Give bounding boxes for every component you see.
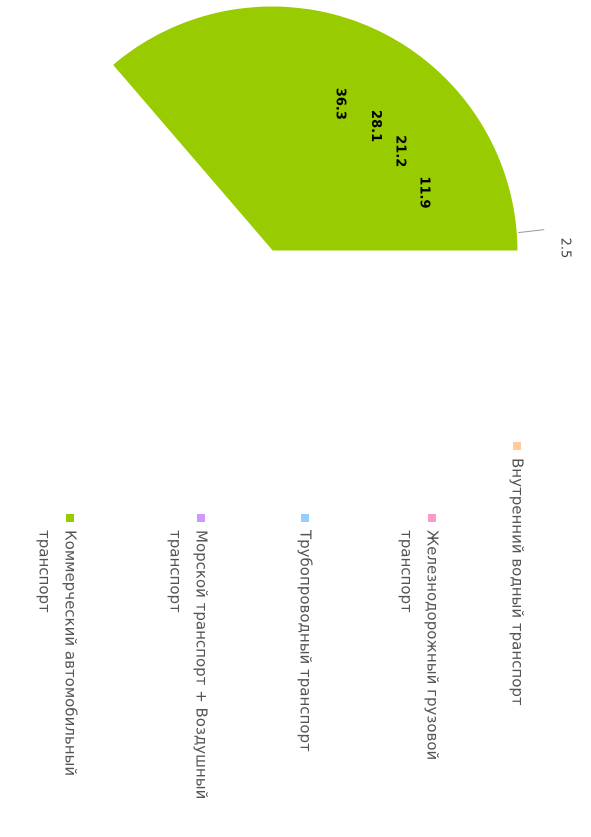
leader-line [518, 229, 545, 234]
slice-value-label: 28.1 [368, 110, 383, 142]
legend-label: Внутренний водный транспорт [509, 458, 527, 706]
legend-label: Трубопроводный транспорт [297, 529, 315, 752]
legend-label: Морской транспорт + Воздушный [193, 530, 211, 799]
legend-swatch [197, 514, 205, 522]
legend-swatch [428, 514, 436, 522]
legend-swatch [66, 514, 74, 522]
slice-value-label: 11.9 [416, 176, 431, 208]
legend-swatch [513, 442, 521, 450]
pie-slice [108, 3, 521, 254]
pie-slices [108, 3, 521, 254]
legend: Коммерческий автомобильный транспорт Морск… [36, 442, 527, 799]
legend-label: транспорт [36, 530, 54, 613]
slice-value-label: 36.3 [333, 88, 348, 120]
slice-value-label: 21.2 [393, 135, 408, 167]
legend-swatch [301, 514, 309, 522]
slice-value-label: 2.5 [558, 238, 573, 259]
slice-labels: 2.5 11.9 21.2 28.1 36.3 [333, 88, 573, 259]
legend-label: Железнодорожный грузовой [424, 530, 442, 760]
legend-label: транспорт [167, 530, 185, 613]
legend-label: транспорт [398, 530, 416, 613]
legend-label: Коммерческий автомобильный [62, 530, 80, 776]
